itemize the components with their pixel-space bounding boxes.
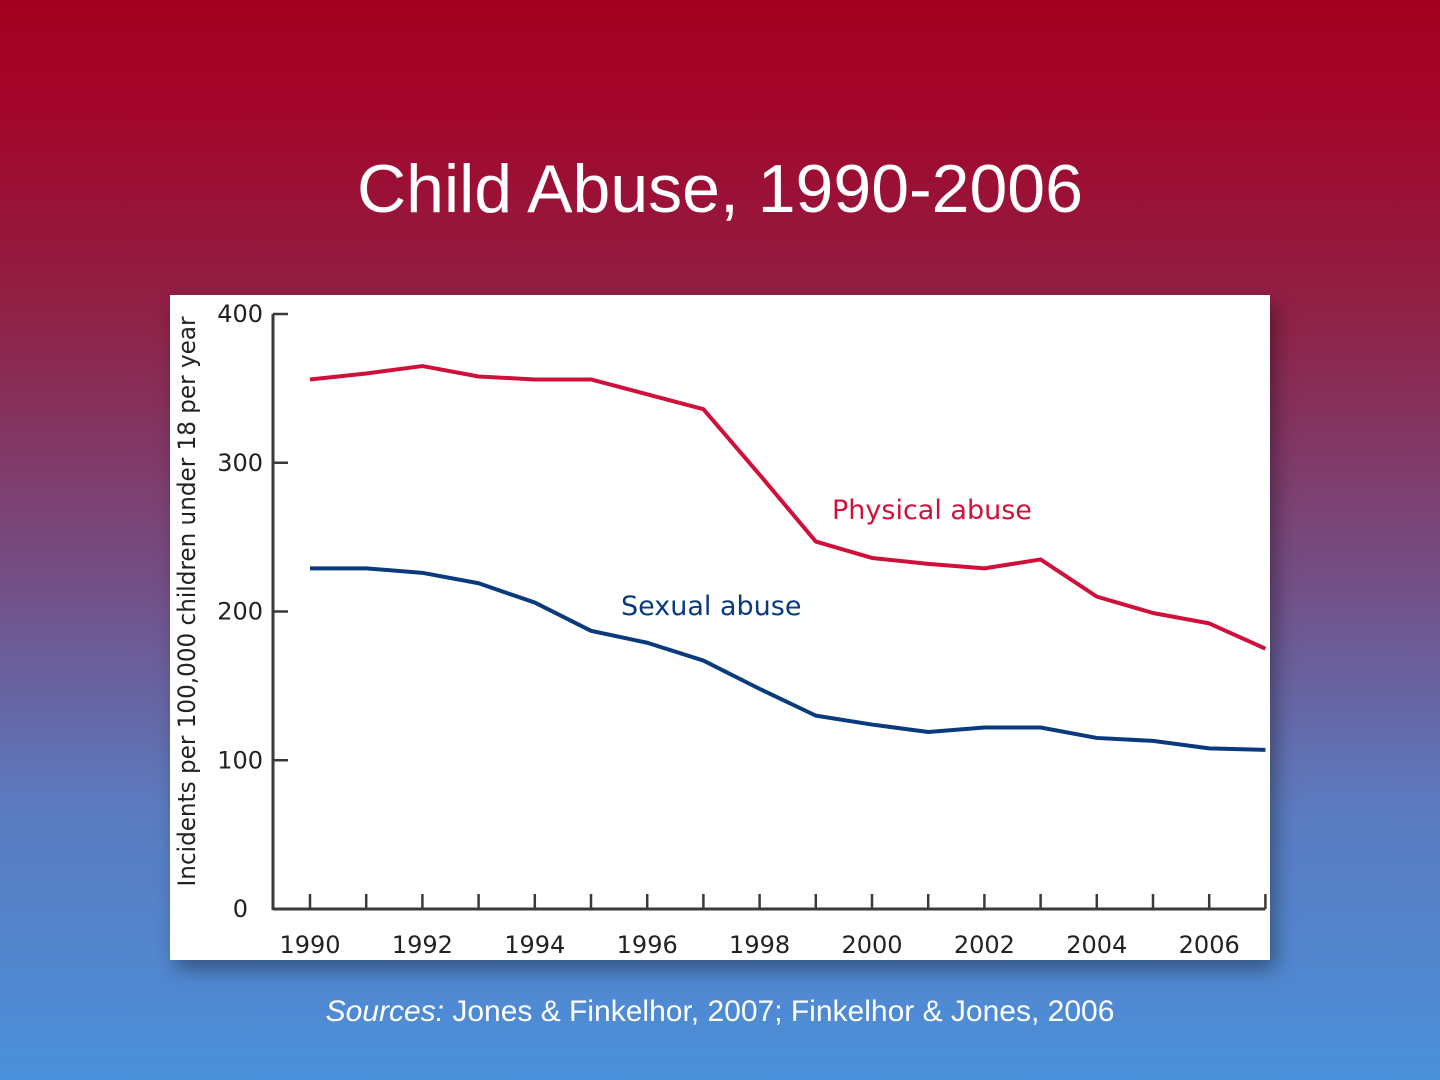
y-axis-label: Incidents per 100,000 children under 18 … — [173, 316, 201, 886]
line-chart: 0 100 200 300 400 1990 1992 1994 1996 1998 2000 200… — [173, 300, 1267, 959]
x-tick-label: 2000 — [841, 931, 902, 959]
series-line-physical-abuse — [309, 364, 1267, 651]
chart-panel: 0 100 200 300 400 1990 1992 1994 1996 1998 2000 200… — [170, 295, 1270, 960]
series-line-sexual-abuse — [310, 566, 1266, 752]
source-citation: Sources: Jones & Finkelhor, 2007; Finkel… — [0, 995, 1440, 1029]
x-tick-label: 1998 — [729, 931, 790, 959]
y-tick-label: 200 — [217, 598, 263, 626]
x-tick-label: 1994 — [504, 931, 565, 959]
series-label: Physical abuse — [832, 495, 1032, 526]
x-tick-label: 1996 — [617, 931, 678, 959]
series-label: Sexual abuse — [621, 591, 801, 622]
y-tick-label: 100 — [217, 746, 263, 774]
y-tick-label: 400 — [217, 300, 263, 328]
y-tick-label: 300 — [217, 449, 263, 477]
x-tick-label: 2006 — [1179, 931, 1240, 959]
x-tick-label: 1990 — [279, 931, 340, 959]
x-tick-label: 2004 — [1066, 931, 1127, 959]
y-tick-label: 0 — [233, 895, 248, 923]
slide-title: Child Abuse, 1990-2006 — [357, 151, 1083, 227]
x-tick-label: 1992 — [392, 931, 453, 959]
x-tick-label: 2002 — [954, 931, 1015, 959]
source-text: Jones & Finkelhor, 2007; Finkelhor & Jon… — [443, 995, 1115, 1028]
source-label: Sources: — [325, 995, 444, 1028]
